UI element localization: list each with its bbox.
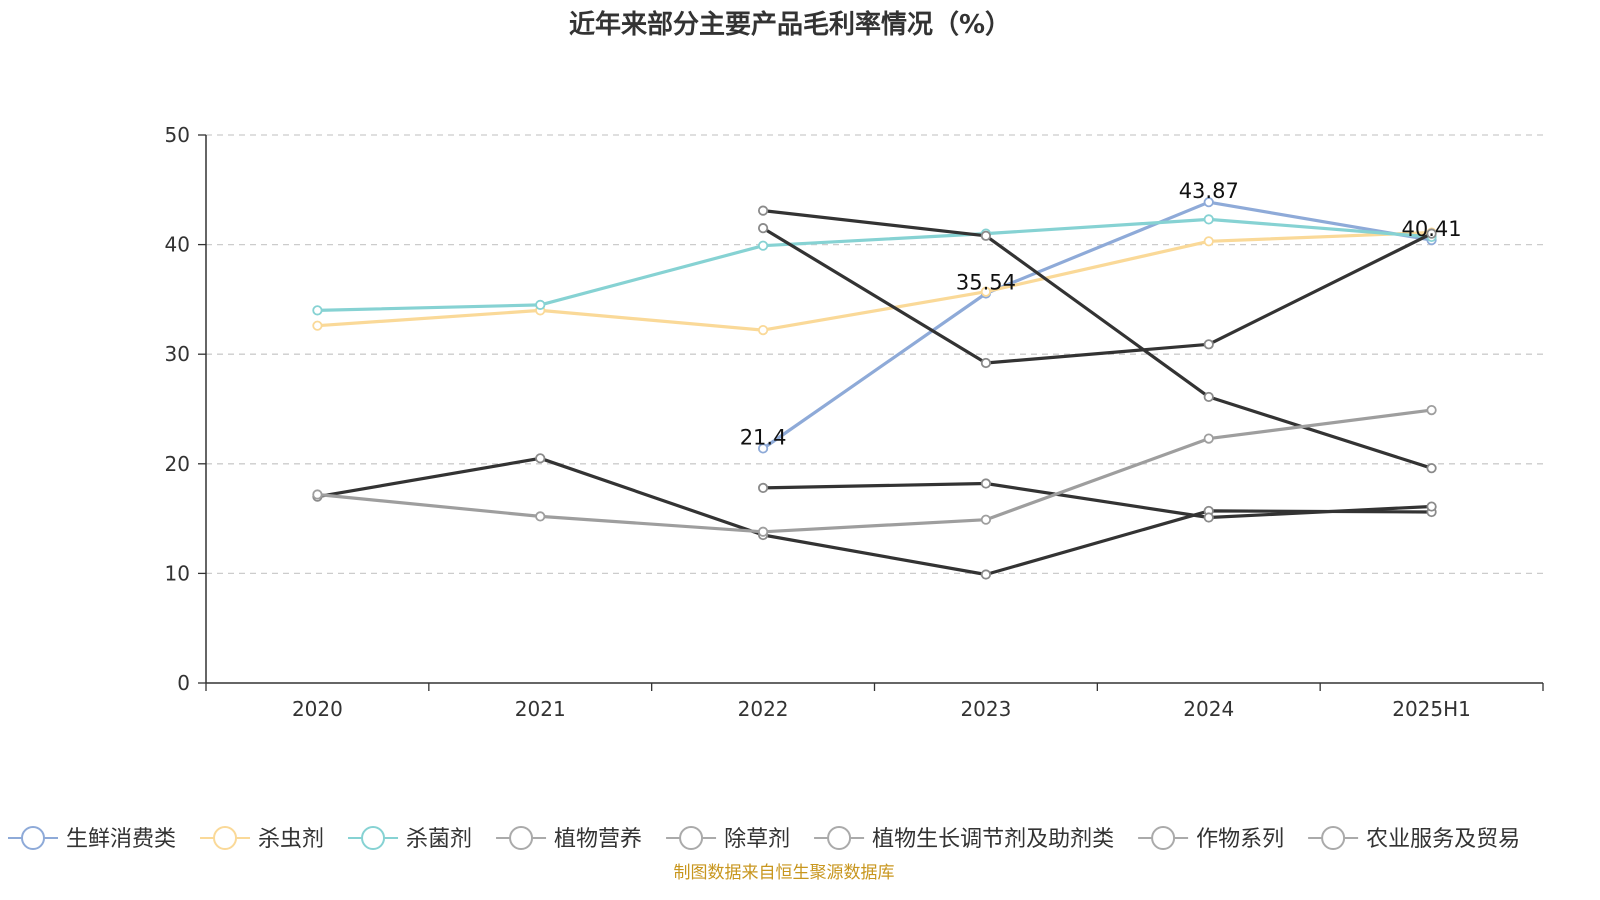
y-tick-label: 20 — [165, 452, 190, 476]
series-line — [317, 217, 1432, 312]
data-point — [980, 478, 992, 489]
legend-label: 植物生长调节剂及助剂类 — [872, 827, 1114, 852]
series-line — [763, 481, 1432, 520]
series-7 — [757, 478, 1437, 523]
data-point — [757, 240, 769, 251]
legend-label: 植物营养 — [554, 827, 642, 852]
series-line — [762, 226, 1433, 365]
data-point — [980, 286, 992, 297]
legend-label: 除草剂 — [724, 827, 790, 852]
series-8 — [312, 404, 1437, 537]
data-point — [980, 514, 992, 525]
data-point — [757, 324, 769, 336]
data-point — [535, 511, 546, 522]
legend-circle-icon — [21, 826, 45, 850]
legend-item-3[interactable]: 杀菌剂 — [348, 826, 472, 852]
data-point — [980, 569, 992, 580]
data-point — [1203, 214, 1214, 225]
series-4 — [757, 223, 1437, 369]
data-point — [1203, 197, 1214, 208]
legend-circle-icon — [361, 826, 386, 850]
legend-item-2[interactable]: 杀虫剂 — [200, 826, 324, 852]
legend-item-1[interactable]: 生鲜消费类 — [8, 826, 176, 852]
legend-item-4[interactable]: 植物营养 — [496, 826, 642, 852]
data-point — [1426, 463, 1437, 474]
data-point — [980, 230, 992, 241]
data-point — [1426, 501, 1437, 512]
y-tick-label: 40 — [165, 233, 190, 257]
legend-label: 作物系列 — [1196, 827, 1284, 852]
legend-label: 农业服务及贸易 — [1366, 827, 1520, 852]
data-point — [757, 482, 769, 494]
y-tick-label: 10 — [165, 561, 190, 585]
data-point — [757, 205, 769, 216]
data-point — [312, 305, 323, 316]
source-note: 制图数据来自恒生聚源数据库 — [674, 863, 895, 883]
data-point — [312, 320, 323, 331]
legend-circle-icon — [509, 826, 534, 850]
legend-circle-icon — [827, 826, 852, 850]
data-point — [1203, 391, 1214, 403]
x-tick-label-2023: 2023 — [960, 697, 1011, 721]
series-3 — [312, 214, 1437, 316]
legend-circle-icon — [1321, 826, 1346, 850]
series-line — [317, 408, 1432, 534]
series-line — [762, 200, 1432, 450]
x-tick-label-2021: 2021 — [515, 697, 566, 721]
legend-circle-icon — [679, 826, 704, 850]
data-point — [1203, 236, 1214, 247]
series-line — [317, 230, 1432, 332]
data-point — [757, 443, 769, 454]
data-point — [1426, 228, 1437, 239]
series-line — [317, 456, 1432, 577]
data-point — [757, 223, 769, 234]
data-label: 40.41 — [1402, 217, 1462, 241]
legend-label: 杀菌剂 — [406, 827, 472, 852]
data-point — [1203, 512, 1214, 523]
axes: 0 10 20 30 40 50 2020 2021 2022 2023 2024 2025H1 — [165, 123, 1544, 721]
data-point — [1203, 433, 1214, 444]
data-point — [1426, 404, 1437, 416]
y-tick-label: 0 — [177, 671, 190, 695]
data-label: 21.4 — [740, 425, 787, 449]
series-layer — [312, 197, 1437, 580]
y-tick-label: 30 — [165, 342, 190, 366]
series-5 — [757, 205, 1437, 474]
x-tick-label-2025H1: 2025H1 — [1392, 697, 1471, 721]
chart-title: 近年来部分主要产品毛利率情况（%） — [569, 9, 1011, 40]
x-tick-label-2020: 2020 — [292, 697, 343, 721]
legend-item-5[interactable]: 除草剂 — [666, 826, 790, 852]
grid-lines — [206, 134, 1543, 575]
series-line — [762, 209, 1433, 470]
data-point — [1203, 339, 1214, 350]
series-1 — [757, 197, 1437, 454]
legend-item-7[interactable]: 作物系列 — [1138, 826, 1284, 852]
legend-circle-icon — [1151, 826, 1176, 850]
data-label: 43.87 — [1179, 179, 1239, 203]
series-6 — [312, 453, 1437, 580]
data-label: 35.54 — [956, 270, 1016, 294]
data-point — [535, 453, 546, 464]
data-point — [312, 489, 323, 500]
y-tick-label: 50 — [165, 123, 190, 147]
legend-item-8[interactable]: 农业服务及贸易 — [1308, 826, 1520, 852]
legend-label: 生鲜消费类 — [66, 827, 176, 852]
x-tick-label-2024: 2024 — [1183, 697, 1234, 721]
legend-item-6[interactable]: 植物生长调节剂及助剂类 — [814, 826, 1114, 852]
data-point — [757, 526, 769, 537]
data-point — [980, 357, 992, 369]
data-labels: 21.4 35.54 43.87 40.41 — [740, 179, 1462, 449]
x-tick-label-2022: 2022 — [738, 697, 789, 721]
legend: 生鲜消费类 杀虫剂 杀菌剂 植物营养 除草剂 植物生长调节剂及助剂类 作物系列 农业服务及贸易 — [8, 826, 1520, 852]
legend-label: 杀虫剂 — [258, 827, 324, 852]
legend-circle-icon — [213, 826, 238, 850]
data-point — [535, 299, 546, 310]
